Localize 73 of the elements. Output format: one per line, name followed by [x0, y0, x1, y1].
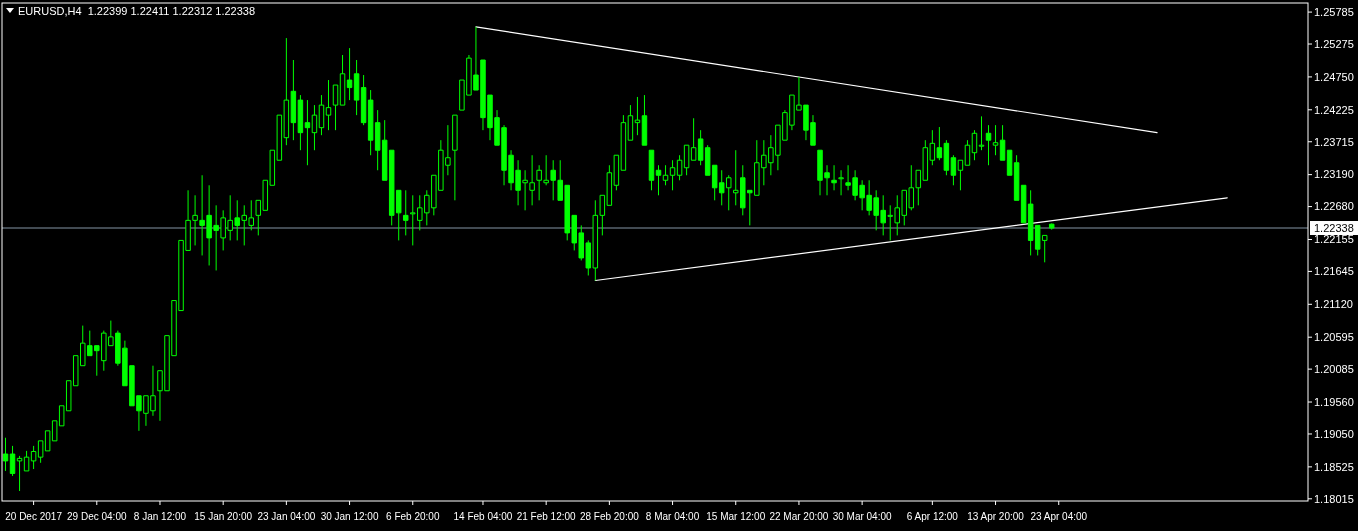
y-tick-label: 1.20595 [1314, 331, 1354, 344]
x-tick-label: 23 Apr 04:00 [1030, 511, 1088, 522]
x-tick-label: 28 Feb 20:00 [579, 511, 640, 522]
x-tick-label: 20 Dec 2017 [5, 511, 63, 522]
candlestick [957, 159, 964, 191]
candlestick [318, 94, 325, 136]
x-tick-label: 23 Jan 04:00 [257, 511, 316, 522]
y-tick-label: 1.19050 [1314, 427, 1354, 440]
x-tick-label: 14 Feb 04:00 [453, 511, 513, 522]
y-tick-label: 1.25275 [1314, 37, 1354, 50]
y-tick-label: 1.25785 [1314, 5, 1354, 18]
candlestick [9, 445, 16, 477]
candlestick [985, 124, 992, 166]
x-tick-label: 29 Dec 04:00 [67, 511, 127, 522]
candlestick [669, 159, 676, 191]
y-tick-label: 1.18525 [1314, 460, 1354, 473]
candlestick [346, 47, 353, 101]
x-tick-label: 13 Apr 20:00 [967, 511, 1025, 522]
x-tick-label: 15 Jan 20:00 [194, 511, 253, 522]
candlestick [402, 189, 409, 236]
candlestick [634, 96, 641, 136]
x-tick-label: 30 Mar 04:00 [832, 511, 893, 522]
y-tick-label: 1.22155 [1314, 233, 1354, 246]
x-tick-label: 21 Feb 12:00 [516, 511, 577, 522]
chart-title: EURUSD,H4 1.22399 1.22411 1.22312 1.22338 [18, 5, 256, 17]
candlestick [1048, 222, 1055, 231]
candlestick [641, 94, 648, 146]
candlestick [304, 99, 311, 166]
candlestick [992, 124, 999, 156]
candlestick [999, 124, 1006, 161]
candlestick [325, 79, 332, 131]
candlestick [311, 104, 318, 151]
candlestick [452, 114, 458, 201]
candlestick [620, 114, 627, 171]
candlestick [648, 149, 655, 191]
candlestick [332, 84, 339, 131]
y-tick-label: 1.24750 [1314, 70, 1354, 83]
y-tick-label: 1.23715 [1314, 135, 1354, 148]
candlestick [30, 445, 37, 470]
candlestick [838, 169, 844, 196]
candlestick [662, 164, 669, 186]
ref-line-label: 1.22338 [1314, 221, 1354, 234]
candlestick [353, 59, 360, 116]
candlestick [627, 104, 634, 141]
x-tick-label: 22 Mar 20:00 [769, 511, 829, 522]
candlestick [23, 450, 30, 472]
x-tick-label: 8 Jan 12:00 [133, 511, 187, 522]
x-tick-label: 30 Jan 12:00 [320, 511, 379, 522]
candlestick [950, 154, 957, 186]
y-tick-label: 1.21120 [1314, 298, 1353, 311]
candlestick [683, 144, 690, 176]
y-tick-label: 1.19560 [1314, 395, 1354, 408]
y-tick-label: 1.22680 [1314, 200, 1354, 213]
y-tick-label: 1.24225 [1314, 103, 1354, 116]
candlestick [339, 54, 346, 106]
y-tick-label: 1.23190 [1314, 168, 1354, 181]
y-tick-label: 1.18015 [1314, 492, 1354, 505]
candlestick [971, 129, 978, 161]
candlestick [676, 154, 683, 181]
y-tick-label: 1.21645 [1314, 265, 1354, 278]
candlestick [978, 115, 985, 151]
x-tick-label: 6 Apr 12:00 [906, 511, 959, 522]
candlestick [2, 437, 9, 472]
x-tick-label: 6 Feb 20:00 [386, 511, 440, 522]
x-tick-label: 15 Mar 12:00 [706, 511, 766, 522]
candlestick [655, 164, 662, 196]
y-tick-label: 1.20085 [1314, 362, 1354, 375]
candlestick [1006, 149, 1013, 176]
candlestick [297, 94, 304, 151]
candlestick [831, 164, 837, 191]
x-tick-label: 8 Mar 04:00 [645, 511, 700, 522]
candlestick [16, 455, 23, 492]
candlestick [964, 139, 971, 166]
